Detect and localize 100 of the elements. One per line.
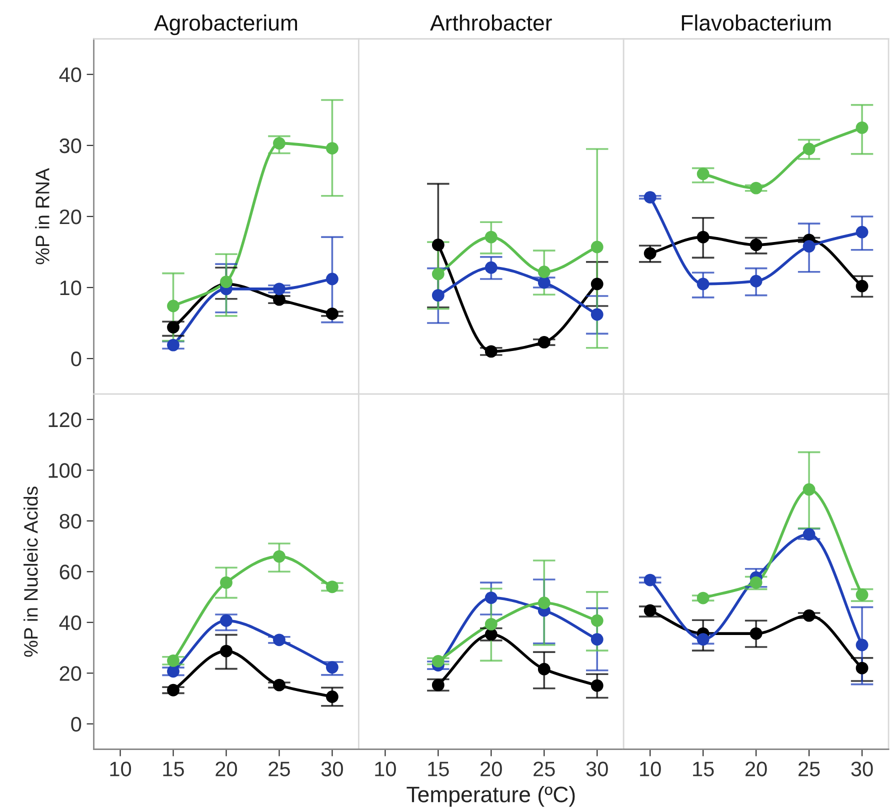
point <box>538 596 550 610</box>
point <box>273 550 286 563</box>
x-tick-label: 25 <box>268 762 290 776</box>
point <box>590 614 604 627</box>
point <box>696 633 710 646</box>
x-tick-label: 25 <box>534 762 555 776</box>
chart-title: Agrobacterium <box>154 14 298 36</box>
point <box>432 268 444 280</box>
y-tick-label: 30 <box>60 138 82 154</box>
point <box>326 661 338 674</box>
x-axis-title: Temperature (ºC) <box>406 786 575 807</box>
point <box>484 592 498 604</box>
x-tick-label: 20 <box>746 762 767 776</box>
y-tick-label: 10 <box>60 280 82 296</box>
point <box>484 345 498 358</box>
y-tick-label: 20 <box>60 209 82 224</box>
point <box>273 137 286 150</box>
point <box>326 580 338 594</box>
point <box>696 278 710 290</box>
point <box>644 604 656 617</box>
point <box>590 633 604 646</box>
point <box>696 230 710 244</box>
point <box>856 662 868 674</box>
point <box>167 654 180 667</box>
x-tick-label: 10 <box>640 762 661 776</box>
point <box>220 644 232 658</box>
point <box>220 576 232 589</box>
point <box>167 321 180 334</box>
point <box>856 638 868 652</box>
point <box>590 240 604 254</box>
x-tick-label: 25 <box>798 762 820 776</box>
y-tick-label: 40 <box>59 67 82 82</box>
point <box>167 665 180 678</box>
point <box>856 280 868 292</box>
y-tick-label: 120 <box>48 412 82 428</box>
point <box>802 609 816 622</box>
point <box>590 278 604 290</box>
point <box>273 678 286 692</box>
point <box>273 634 286 646</box>
point <box>484 618 498 630</box>
point <box>432 655 444 668</box>
x-tick-label: 15 <box>693 762 714 776</box>
y-tick-label: 80 <box>60 514 82 529</box>
point <box>273 293 286 306</box>
x-tick-label: 20 <box>216 762 237 776</box>
x-tick-label: 15 <box>163 762 184 776</box>
point <box>644 191 656 204</box>
point <box>856 226 868 238</box>
point <box>750 182 762 194</box>
point <box>750 627 762 640</box>
point <box>590 308 604 321</box>
point <box>802 483 816 496</box>
y-tick-label: 20 <box>60 666 82 681</box>
point <box>750 274 762 288</box>
y-tick-label: 60 <box>60 564 82 580</box>
chart-title: Arthrobacter <box>430 14 552 31</box>
point <box>326 308 338 320</box>
point <box>484 230 498 244</box>
y-tick-label: 100 <box>48 463 82 478</box>
x-tick-label: 10 <box>110 762 132 776</box>
y-axis-title: %P in Nucleic Acids <box>24 486 38 657</box>
point <box>802 142 816 156</box>
point <box>590 679 604 692</box>
point <box>538 662 550 676</box>
point <box>538 276 550 289</box>
point <box>432 238 444 252</box>
point <box>432 289 444 302</box>
point <box>644 247 656 260</box>
point <box>696 592 710 604</box>
point <box>326 272 338 286</box>
point <box>538 336 550 348</box>
x-tick-label: 20 <box>480 762 502 776</box>
point <box>484 261 498 274</box>
point <box>167 338 180 352</box>
x-tick-label: 30 <box>321 762 343 776</box>
point <box>538 266 550 278</box>
point <box>326 142 338 154</box>
point <box>220 614 232 627</box>
chart-title: Flavobacterium <box>682 14 831 31</box>
point <box>326 690 338 703</box>
y-tick-label: 40 <box>59 615 82 630</box>
point <box>644 574 656 586</box>
x-tick-label: 10 <box>375 762 396 776</box>
point <box>432 678 444 692</box>
point <box>750 238 762 252</box>
y-tick-label: 0 <box>71 352 82 366</box>
x-tick-label: 30 <box>586 762 608 776</box>
y-axis-title: %P in RNA <box>35 168 50 264</box>
point <box>484 628 498 641</box>
point <box>750 576 762 589</box>
y-tick-label: 0 <box>71 716 82 732</box>
point <box>167 684 180 696</box>
point <box>696 168 710 180</box>
point <box>856 588 868 601</box>
x-tick-label: 30 <box>851 762 873 776</box>
point <box>856 121 868 134</box>
point <box>802 240 816 253</box>
point <box>167 300 180 312</box>
point <box>802 528 816 541</box>
point <box>273 282 286 296</box>
